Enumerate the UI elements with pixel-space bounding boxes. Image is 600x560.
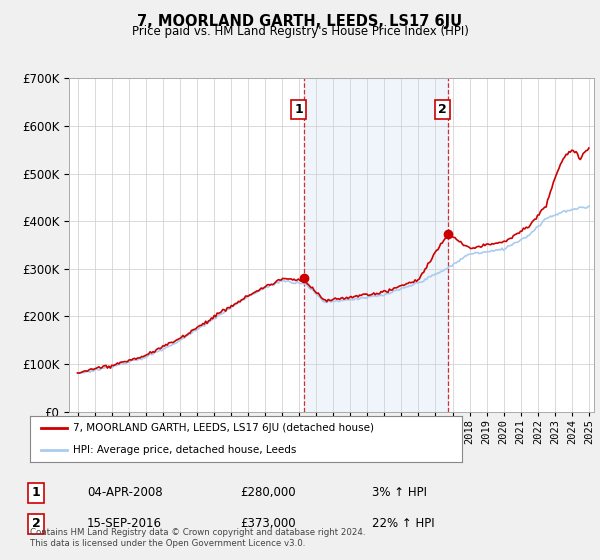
Text: Price paid vs. HM Land Registry's House Price Index (HPI): Price paid vs. HM Land Registry's House … <box>131 25 469 38</box>
Bar <box>304 78 448 412</box>
Text: 2: 2 <box>32 517 40 530</box>
Text: 22% ↑ HPI: 22% ↑ HPI <box>372 517 434 530</box>
Text: 15-SEP-2016: 15-SEP-2016 <box>87 517 162 530</box>
Text: 7, MOORLAND GARTH, LEEDS, LS17 6JU: 7, MOORLAND GARTH, LEEDS, LS17 6JU <box>137 14 463 29</box>
Text: 7, MOORLAND GARTH, LEEDS, LS17 6JU (detached house): 7, MOORLAND GARTH, LEEDS, LS17 6JU (deta… <box>73 423 374 433</box>
Text: 3% ↑ HPI: 3% ↑ HPI <box>372 486 427 500</box>
Text: Contains HM Land Registry data © Crown copyright and database right 2024.
This d: Contains HM Land Registry data © Crown c… <box>30 528 365 548</box>
Text: £373,000: £373,000 <box>240 517 296 530</box>
Text: HPI: Average price, detached house, Leeds: HPI: Average price, detached house, Leed… <box>73 445 296 455</box>
Text: 1: 1 <box>32 486 40 500</box>
Text: 04-APR-2008: 04-APR-2008 <box>87 486 163 500</box>
Text: £280,000: £280,000 <box>240 486 296 500</box>
Text: 2: 2 <box>438 103 447 116</box>
Text: 1: 1 <box>294 103 303 116</box>
